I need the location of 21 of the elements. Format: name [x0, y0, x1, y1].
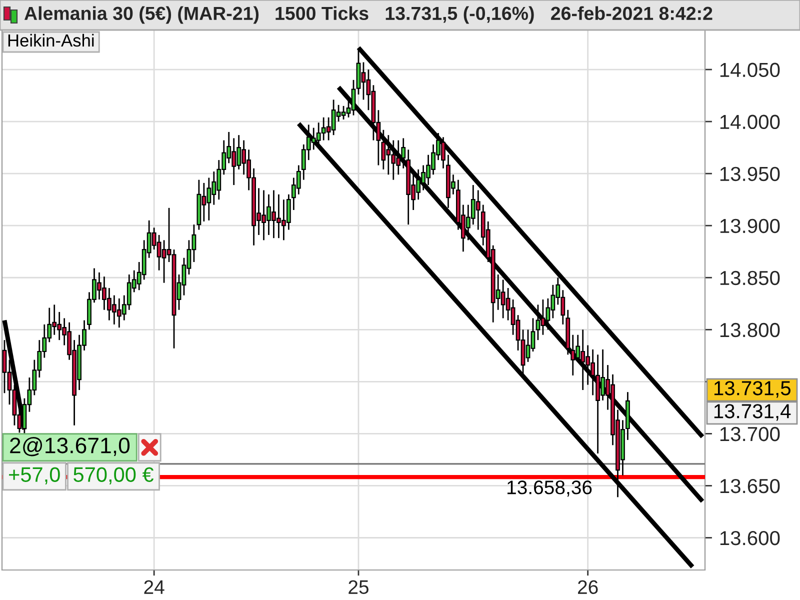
text: 13.731,4: [714, 404, 791, 421]
chart-subtitle: 1500 Ticks 13.731,5 (-0,16%) 26-feb-2021 8:42:2: [276, 6, 712, 24]
x-tick-label: 24: [144, 580, 164, 594]
annotation: +57,0: [9, 467, 60, 484]
y-tick-label: 14.050: [720, 62, 780, 78]
ref-line-label: 13.658,36: [508, 480, 592, 497]
annotation: 570,00 €: [74, 467, 154, 484]
y-tick-label: 13.850: [720, 270, 780, 286]
chart-title: Alemania 30 (5€) (MAR-21): [24, 6, 259, 24]
y-tick-label: 13.700: [720, 426, 780, 442]
y-tick-label: 14.000: [720, 114, 780, 130]
y-tick-label: 13.950: [720, 166, 780, 182]
x-tick-label: 26: [578, 580, 598, 594]
y-tick-label: 13.600: [720, 530, 780, 546]
annotation: Heikin-Ashi: [8, 34, 94, 47]
y-tick-label: 13.900: [720, 218, 780, 234]
x-tick-label: 25: [348, 580, 368, 594]
y-tick-label: 13.800: [720, 322, 780, 338]
ref-line-label: 2@13.671,0: [10, 437, 130, 456]
text: 13.731,5: [714, 381, 790, 398]
y-tick-label: 13.650: [720, 478, 780, 494]
